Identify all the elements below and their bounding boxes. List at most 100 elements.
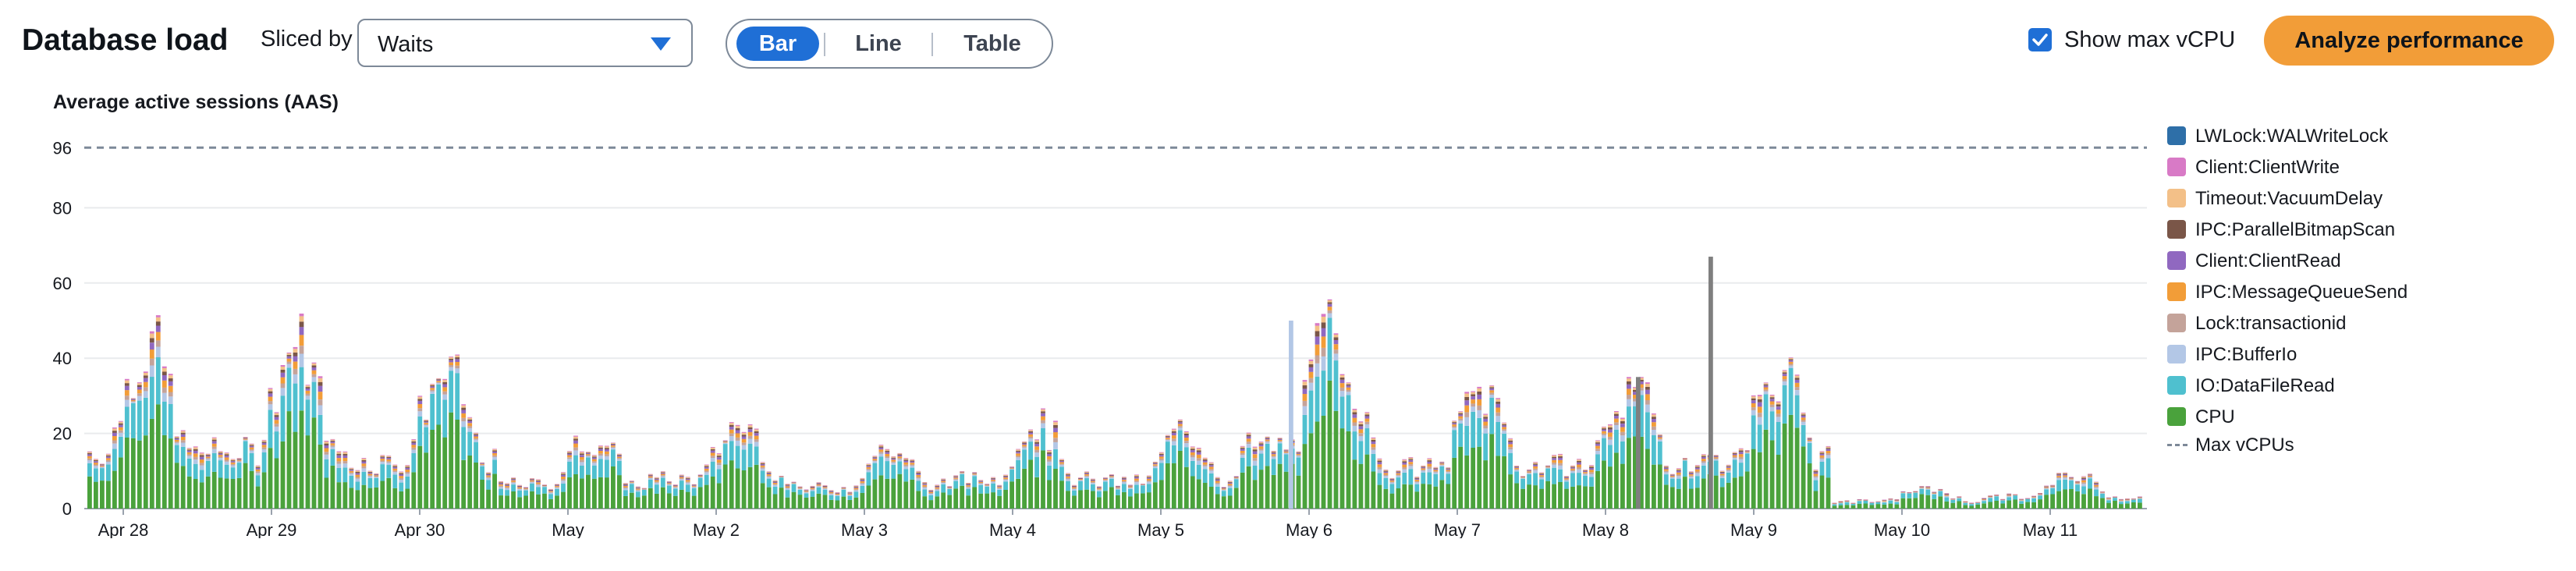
bar-segment	[530, 483, 534, 491]
bar-segment	[1427, 472, 1432, 484]
bar-segment	[922, 483, 928, 484]
bar-segment	[243, 438, 248, 440]
bar-segment	[716, 454, 722, 456]
bar-segment	[243, 438, 248, 439]
bar-segment	[1639, 437, 1644, 509]
bar-segment	[991, 481, 995, 482]
bar-segment	[311, 381, 317, 418]
bar-segment	[224, 478, 229, 509]
bar-segment	[635, 487, 640, 488]
bar-segment	[1657, 464, 1662, 509]
bar-segment	[1688, 471, 1694, 472]
bar-segment	[211, 471, 217, 509]
bar-segment	[1016, 450, 1020, 452]
bar-segment	[199, 482, 204, 509]
bar-segment	[860, 481, 865, 483]
bar-segment	[1527, 470, 1531, 471]
bar-segment	[205, 459, 211, 461]
bar-segment	[1346, 383, 1351, 385]
bar-segment	[729, 423, 734, 425]
slice-select[interactable]: Waits	[357, 19, 693, 67]
bar-segment	[1863, 499, 1868, 500]
bar-segment	[1788, 360, 1794, 362]
bar-segment	[611, 449, 616, 466]
bar-segment	[455, 368, 460, 374]
bar-segment	[1315, 363, 1320, 377]
bar-segment	[280, 395, 286, 442]
bar-segment	[1265, 438, 1270, 440]
bar-segment	[1452, 426, 1457, 428]
bar-segment	[1009, 469, 1014, 470]
bar-segment	[1552, 458, 1556, 460]
bar-segment	[2131, 502, 2136, 509]
bar-segment	[224, 456, 229, 458]
view-line-button[interactable]: Line	[855, 31, 902, 56]
bar-segment	[311, 377, 317, 382]
bar-segment	[1726, 470, 1731, 473]
bar-segment	[211, 438, 217, 440]
bar-segment	[891, 461, 896, 463]
view-table-button[interactable]: Table	[963, 31, 1021, 56]
bar-segment	[2106, 502, 2111, 509]
bar-segment	[1377, 466, 1382, 470]
bar-segment	[436, 381, 442, 383]
bar-segment	[2044, 486, 2049, 488]
bar-segment	[860, 492, 865, 509]
bar-segment	[336, 455, 342, 459]
bar-segment	[1177, 424, 1183, 426]
bar-segment	[536, 479, 541, 480]
bar-segment	[960, 473, 965, 486]
bar-segment	[1938, 489, 1943, 491]
bar-segment	[530, 482, 534, 484]
bar-segment	[1701, 465, 1706, 479]
bar-segment	[1233, 488, 1239, 509]
bar-segment	[592, 461, 597, 463]
bar-segment	[1738, 452, 1744, 455]
bar-segment	[660, 477, 665, 488]
bar-segment	[1146, 475, 1151, 477]
bar-segment	[966, 487, 971, 489]
legend-label: Client:ClientRead	[2195, 250, 2341, 271]
bar-segment	[1240, 445, 1245, 447]
bar-segment	[1652, 435, 1656, 465]
bar-segment	[1128, 486, 1133, 488]
bar-segment	[1694, 476, 1700, 488]
bar-segment	[367, 470, 373, 472]
bar-segment	[1364, 421, 1370, 424]
bar-segment	[1713, 460, 1719, 476]
bar-segment	[1994, 495, 1999, 497]
bar-segment	[2119, 499, 2124, 500]
bar-segment	[729, 429, 734, 434]
bar-segment	[1552, 464, 1556, 468]
bar-segment	[580, 462, 584, 466]
y-tick-label: 80	[53, 198, 72, 218]
bar-segment	[1614, 412, 1619, 414]
bar-segment	[928, 490, 934, 491]
bar-segment	[1963, 502, 1968, 503]
bar-segment	[1826, 458, 1831, 478]
bar-segment	[355, 481, 360, 491]
bar-segment	[573, 474, 578, 509]
bar-segment	[760, 468, 765, 471]
bar-segment	[997, 485, 1002, 487]
bar-segment	[586, 452, 591, 453]
bar-segment	[2094, 481, 2099, 483]
bar-segment	[1202, 457, 1208, 459]
bar-segment	[847, 491, 853, 493]
view-bar-button[interactable]: Bar	[736, 27, 819, 61]
bar-segment	[1240, 452, 1245, 456]
bar-segment	[1533, 464, 1538, 466]
bar-segment	[561, 473, 566, 475]
bar-segment	[149, 349, 154, 359]
bar-segment	[424, 427, 429, 453]
bar-segment	[436, 382, 442, 385]
bar-segment	[1477, 405, 1482, 410]
bar-segment	[311, 364, 317, 366]
analyze-performance-button[interactable]: Analyze performance	[2264, 16, 2554, 66]
bar-segment	[1589, 470, 1594, 473]
bar-segment	[1383, 488, 1389, 509]
bar-segment	[106, 462, 111, 465]
show-max-vcpu-checkbox[interactable]	[2028, 28, 2052, 51]
bar-segment	[2056, 491, 2061, 509]
bar-segment	[1408, 464, 1414, 466]
